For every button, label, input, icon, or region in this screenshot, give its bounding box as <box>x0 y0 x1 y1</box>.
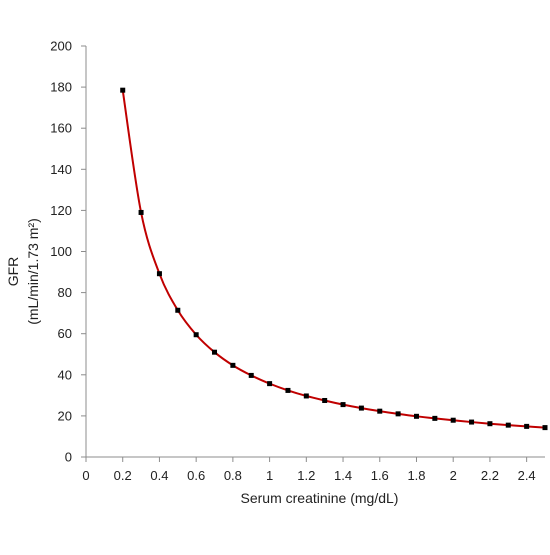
data-point-marker <box>156 271 162 277</box>
y-axis-title: GFR <box>5 257 21 287</box>
x-tick-label: 1.2 <box>297 468 315 483</box>
x-tick-label: 2.4 <box>518 468 536 483</box>
data-point-marker <box>120 87 126 93</box>
data-point-marker <box>358 405 364 411</box>
data-point-marker <box>285 387 291 393</box>
data-point-marker <box>303 393 309 399</box>
x-tick-label: 1.4 <box>334 468 352 483</box>
x-tick-label: 0 <box>82 468 89 483</box>
data-point-marker <box>322 397 328 403</box>
x-tick-label: 1 <box>266 468 273 483</box>
y-tick-label: 20 <box>58 408 72 423</box>
data-point-marker <box>267 381 273 387</box>
x-tick-label: 2.2 <box>481 468 499 483</box>
data-point-marker <box>505 422 511 428</box>
data-point-marker <box>175 307 181 313</box>
data-point-marker <box>413 413 419 419</box>
y-tick-label: 200 <box>50 39 72 54</box>
data-point-marker <box>230 362 236 368</box>
data-point-marker <box>450 417 456 423</box>
data-point-marker <box>248 372 254 378</box>
y-axis-title-units: (mL/min/1.73 m²) <box>25 218 41 325</box>
x-tick-label: 1.8 <box>407 468 425 483</box>
y-tick-label: 120 <box>50 203 72 218</box>
x-ticks: 0 0.2 0.4 0.6 0.8 1 1.2 1.4 1.6 1.8 2 2.2 2.4 <box>82 457 536 483</box>
y-tick-label: 80 <box>58 285 72 300</box>
x-tick-label: 0.4 <box>150 468 168 483</box>
series-line <box>121 90 546 429</box>
x-tick-label: 2 <box>450 468 457 483</box>
series-layer <box>120 87 548 431</box>
data-point-marker <box>138 209 144 215</box>
data-point-marker <box>212 349 218 355</box>
x-axis-title: Serum creatinine (mg/dL) <box>241 490 399 506</box>
y-tick-label: 0 <box>65 450 72 465</box>
y-tick-label: 160 <box>50 121 72 136</box>
data-point-marker <box>377 408 383 414</box>
y-tick-label: 60 <box>58 326 72 341</box>
data-point-marker <box>432 415 438 421</box>
data-point-marker <box>469 419 475 425</box>
x-tick-label: 0.6 <box>187 468 205 483</box>
x-tick-label: 0.2 <box>114 468 132 483</box>
y-tick-label: 180 <box>50 80 72 95</box>
y-tick-label: 100 <box>50 244 72 259</box>
y-ticks: 0 20 40 60 80 100 120 140 160 180 200 <box>50 39 86 465</box>
x-tick-label: 0.8 <box>224 468 242 483</box>
x-tick-label: 1.6 <box>371 468 389 483</box>
data-point-marker <box>395 411 401 417</box>
data-point-marker <box>340 402 346 408</box>
data-point-marker <box>193 332 199 338</box>
y-tick-label: 40 <box>58 367 72 382</box>
data-point-marker <box>487 421 493 427</box>
y-tick-label: 140 <box>50 162 72 177</box>
data-point-marker <box>524 423 530 429</box>
data-point-marker <box>542 425 548 431</box>
axes <box>85 46 545 458</box>
